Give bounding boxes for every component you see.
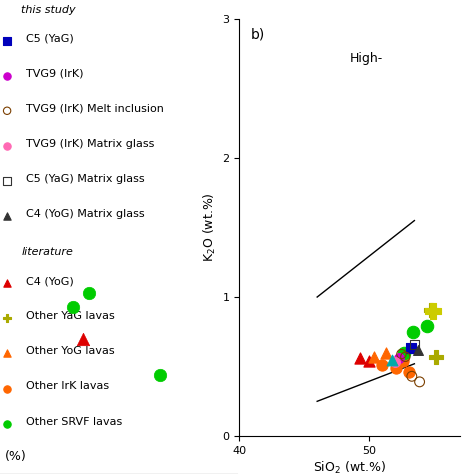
Text: C5 (YaG) Matrix glass: C5 (YaG) Matrix glass	[26, 174, 145, 184]
Point	[429, 307, 437, 315]
Point	[399, 357, 407, 365]
Text: TVG9 (IrK): TVG9 (IrK)	[26, 69, 83, 79]
Text: Other SRVF lavas: Other SRVF lavas	[26, 417, 122, 427]
Point	[378, 361, 386, 369]
Text: b): b)	[250, 27, 264, 41]
Text: this study: this study	[21, 5, 76, 15]
Point	[414, 346, 422, 354]
Text: Other YaG lavas: Other YaG lavas	[26, 311, 115, 321]
Point	[398, 350, 405, 358]
Text: Other YoG lavas: Other YoG lavas	[26, 346, 115, 356]
Point	[410, 328, 417, 336]
Y-axis label: K$_2$O (wt.%): K$_2$O (wt.%)	[202, 192, 219, 263]
Point	[356, 355, 364, 362]
Point	[85, 290, 92, 297]
Text: C4 (YoG): C4 (YoG)	[26, 276, 74, 286]
Point	[70, 303, 77, 311]
Point	[79, 335, 87, 342]
Text: Other IrK lavas: Other IrK lavas	[26, 382, 109, 392]
Point	[365, 357, 373, 365]
Point	[433, 353, 440, 361]
Point	[408, 373, 416, 380]
Text: C4 (YoG) Matrix glass: C4 (YoG) Matrix glass	[26, 209, 145, 219]
Point	[428, 306, 435, 313]
Text: literature: literature	[21, 247, 73, 257]
Text: TVG9 (IrK) Matrix glass: TVG9 (IrK) Matrix glass	[26, 139, 155, 149]
Text: TVG9 (IrK) Melt inclusion: TVG9 (IrK) Melt inclusion	[26, 104, 164, 114]
Point	[400, 349, 408, 356]
Point	[392, 364, 400, 372]
Point	[424, 322, 431, 330]
Point	[410, 340, 418, 348]
Point	[416, 378, 423, 386]
Text: (%): (%)	[5, 450, 27, 463]
Point	[382, 349, 390, 356]
Point	[156, 371, 164, 378]
Point	[391, 359, 399, 366]
X-axis label: SiO$_2$ (wt.%): SiO$_2$ (wt.%)	[313, 460, 386, 474]
Text: High-: High-	[349, 52, 383, 65]
Point	[405, 368, 413, 376]
Point	[395, 355, 402, 362]
Text: C5 (YaG): C5 (YaG)	[26, 34, 74, 44]
Point	[389, 356, 396, 364]
Point	[370, 353, 378, 361]
Point	[407, 345, 414, 352]
Point	[401, 353, 409, 361]
